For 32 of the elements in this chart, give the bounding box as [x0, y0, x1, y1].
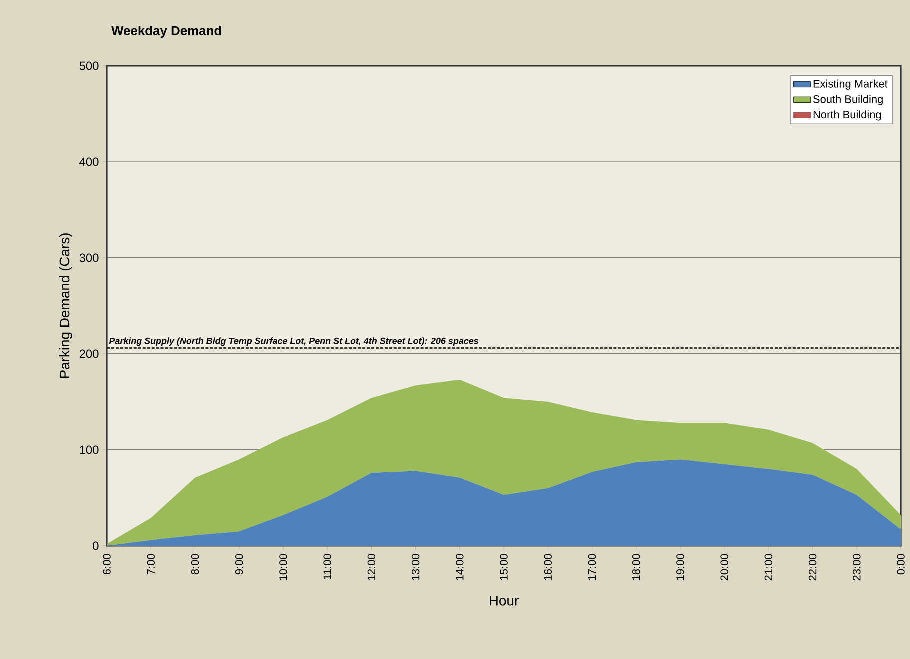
chart-title: Weekday Demand — [112, 26, 222, 38]
x-tick-label: 7:00 — [147, 554, 155, 575]
x-tick-label: 6:00 — [103, 554, 111, 575]
y-tick-label: 100 — [80, 446, 99, 454]
x-tick-label: 8:00 — [191, 554, 200, 575]
x-tick-label: 16:00 — [544, 554, 552, 580]
y-tick-label: 200 — [80, 350, 99, 358]
y-tick-label: 500 — [80, 62, 99, 70]
x-tick-label: 12:00 — [368, 554, 376, 580]
x-tick-label: 13:00 — [412, 554, 420, 580]
x-tick-label: 9:00 — [235, 554, 244, 575]
x-axis-title: Hour — [490, 596, 519, 606]
x-tick-label: 23:00 — [853, 554, 861, 581]
ref-line-label: Parking Supply (North Bldg Temp Surface Lot, Penn St Lot, 4th Street Lot): 206 spaces — [109, 338, 479, 346]
x-tick-label: 21:00 — [764, 554, 773, 581]
x-tick-label: 11:00 — [324, 554, 332, 580]
x-tick-label: 18:00 — [632, 554, 640, 580]
legend-label: Existing Market — [814, 80, 888, 90]
x-tick-label: 14:00 — [456, 554, 464, 580]
y-tick-label: 0 — [93, 542, 99, 550]
y-axis-title: Parking Demand (Cars) — [59, 234, 72, 378]
x-tick-label: 10:00 — [280, 554, 288, 580]
legend-label: South Building — [813, 95, 883, 106]
x-tick-label: 22:00 — [808, 554, 817, 581]
x-tick-label: 0:00 — [897, 554, 905, 575]
legend-label: North Building — [814, 110, 882, 121]
y-tick-label: 400 — [80, 158, 99, 166]
x-tick-label: 20:00 — [720, 554, 728, 581]
x-tick-label: 19:00 — [676, 554, 684, 580]
y-tick-label: 300 — [80, 254, 99, 262]
x-tick-label: 15:00 — [500, 554, 508, 580]
x-tick-label: 17:00 — [588, 554, 596, 580]
